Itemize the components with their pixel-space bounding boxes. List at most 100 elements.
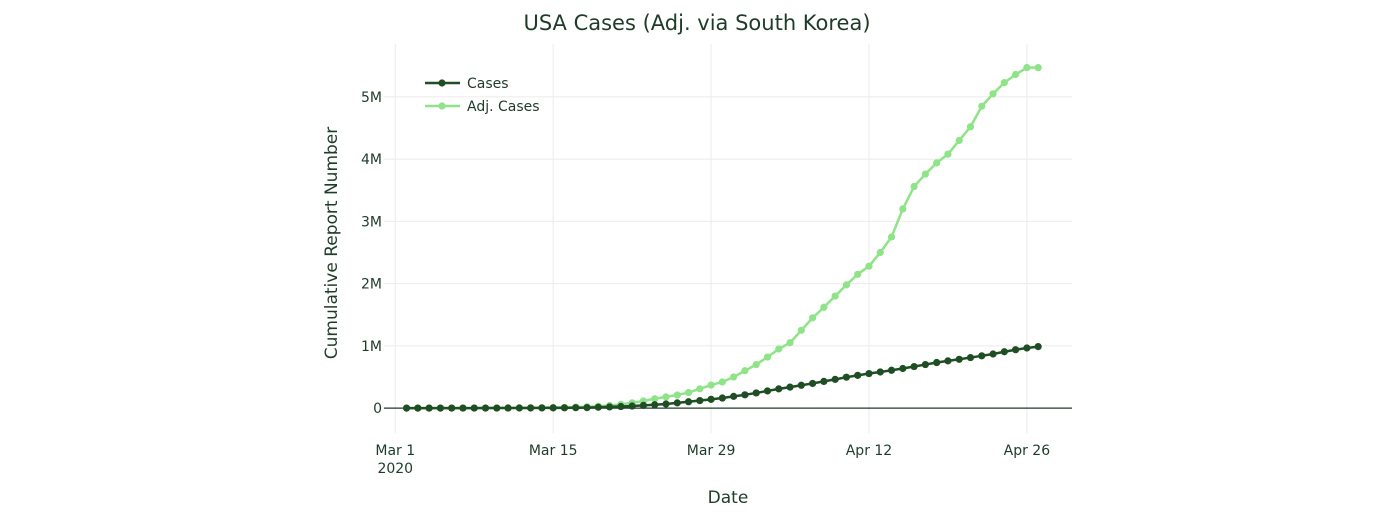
data-point xyxy=(865,262,873,270)
y-axis-title: Cumulative Report Number xyxy=(322,127,342,359)
x-tick-label: Apr 26 xyxy=(1004,443,1051,459)
data-point xyxy=(707,395,715,403)
data-point xyxy=(797,326,805,334)
data-point xyxy=(910,362,918,371)
data-point xyxy=(933,159,941,167)
data-point xyxy=(639,401,648,409)
data-point xyxy=(572,404,580,412)
y-tick-label: 3M xyxy=(361,214,382,230)
data-point xyxy=(865,369,873,378)
data-point xyxy=(763,353,772,361)
data-point xyxy=(854,371,862,379)
data-point xyxy=(831,292,839,300)
data-point xyxy=(662,393,670,401)
data-point xyxy=(944,150,952,158)
data-point xyxy=(718,378,726,386)
data-point xyxy=(899,364,907,373)
data-point xyxy=(775,385,783,393)
data-point xyxy=(448,404,456,412)
data-point xyxy=(684,398,693,406)
data-point xyxy=(414,404,422,412)
y-axis-ticks: 0 1M 2M 3M 4M 5M xyxy=(361,90,382,417)
data-point xyxy=(718,394,726,402)
data-point xyxy=(696,385,704,393)
data-point xyxy=(583,404,591,412)
data-point xyxy=(651,401,659,409)
data-point xyxy=(899,205,907,213)
data-point xyxy=(921,360,929,369)
data-point xyxy=(673,391,681,399)
data-point xyxy=(808,379,817,388)
data-point xyxy=(887,366,896,374)
data-point xyxy=(1023,344,1031,352)
data-point xyxy=(662,400,670,408)
data-point xyxy=(402,404,411,412)
data-point xyxy=(808,314,817,322)
y-tick-label: 1M xyxy=(361,339,382,355)
data-point xyxy=(730,392,738,400)
data-point xyxy=(854,270,862,278)
data-point xyxy=(527,404,535,412)
legend-marker xyxy=(438,79,446,87)
data-point xyxy=(730,373,738,381)
data-point xyxy=(707,381,715,389)
data-point xyxy=(1000,348,1008,356)
legend-label: Cases xyxy=(467,76,509,92)
y-tick-label: 5M xyxy=(361,90,382,106)
data-point xyxy=(933,358,941,367)
data-point xyxy=(628,402,636,410)
data-point xyxy=(966,353,975,362)
data-point xyxy=(775,345,783,353)
data-point xyxy=(820,377,828,385)
data-point xyxy=(651,395,659,403)
series-cases xyxy=(402,343,1042,412)
data-point xyxy=(617,402,625,411)
legend-label: Adj. Cases xyxy=(467,99,540,115)
data-point xyxy=(594,403,602,411)
data-point xyxy=(944,357,952,365)
data-point xyxy=(921,170,929,178)
data-point xyxy=(786,383,794,391)
legend-item[interactable]: Cases xyxy=(425,76,509,92)
data-point xyxy=(538,404,546,412)
series-layer xyxy=(402,64,1042,412)
data-point xyxy=(1012,70,1020,79)
data-point xyxy=(978,352,986,360)
data-point xyxy=(786,339,794,347)
data-point xyxy=(504,404,512,412)
data-point xyxy=(493,404,501,412)
data-point xyxy=(989,350,997,358)
data-point xyxy=(910,182,918,191)
data-point xyxy=(673,399,681,407)
data-point xyxy=(741,367,749,375)
data-point xyxy=(752,389,760,397)
x-axis-ticks: Mar 1 2020 Mar 15 Mar 29 Apr 12 Apr 26 xyxy=(375,443,1050,477)
x-tick-label: Mar 29 xyxy=(687,443,736,459)
x-tick-label: Mar 15 xyxy=(529,443,578,459)
data-point xyxy=(752,360,760,369)
grid-layer xyxy=(384,44,1072,433)
legend-item[interactable]: Adj. Cases xyxy=(425,99,540,115)
data-point xyxy=(684,388,693,397)
x-tick-label: Mar 1 xyxy=(375,443,415,459)
data-point xyxy=(887,233,896,241)
data-point xyxy=(560,404,569,412)
data-point xyxy=(515,404,523,412)
data-point xyxy=(797,381,805,389)
data-point xyxy=(978,102,986,110)
data-point xyxy=(425,404,433,412)
chart-title: USA Cases (Adj. via South Korea) xyxy=(523,11,870,35)
data-point xyxy=(1012,346,1020,354)
data-point xyxy=(966,123,975,131)
data-point xyxy=(842,281,851,289)
data-point xyxy=(1023,64,1031,72)
data-point xyxy=(459,404,467,412)
legend[interactable]: Cases Adj. Cases xyxy=(425,76,540,115)
x-tick-label: Apr 12 xyxy=(846,443,892,459)
data-point xyxy=(989,90,997,98)
y-tick-label: 2M xyxy=(361,277,382,293)
data-point xyxy=(842,373,851,381)
data-point xyxy=(1034,64,1042,72)
x-tick-sublabel: 2020 xyxy=(377,461,413,477)
